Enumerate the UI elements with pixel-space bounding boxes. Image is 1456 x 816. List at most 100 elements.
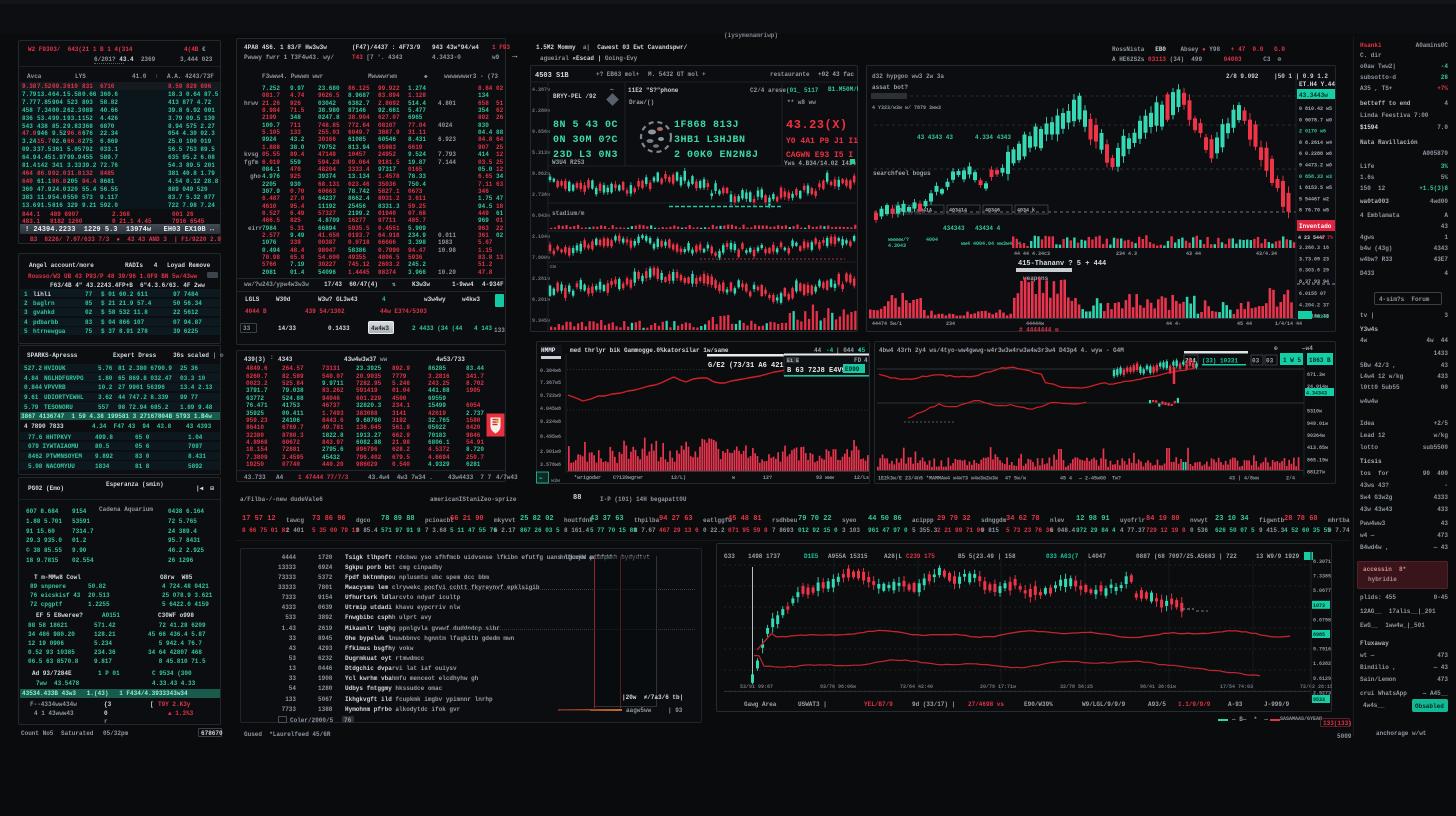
svg-text:43.23(X): 43.23(X): [786, 118, 848, 132]
svg-text:4041A: 4041A: [917, 208, 932, 214]
svg-text:8 76.70 w5: 8 76.70 w5: [1299, 208, 1329, 214]
svg-text:0.0798: 0.0798: [1313, 617, 1331, 623]
svg-text:5310w: 5310w: [1307, 409, 1322, 415]
svg-text:8.495w6: 8.495w6: [540, 434, 561, 440]
svg-text:1.6382: 1.6382: [1313, 661, 1331, 667]
svg-text:7.800w: 7.800w: [532, 255, 550, 261]
svg-text:8.3071: 8.3071: [1313, 559, 1331, 565]
svg-text:—w4: —w4: [1301, 345, 1313, 352]
svg-text:1/4/14 44: 1/4/14 44: [1275, 321, 1302, 327]
svg-text:3.578w6: 3.578w6: [540, 462, 561, 468]
svg-text:USWAT3 |: USWAT3 |: [798, 701, 827, 708]
svg-text:865.19w: 865.19w: [1307, 457, 1328, 463]
svg-text:C2/4 arese: C2/4 arese: [750, 87, 786, 94]
svg-text:9d (33/17) |: 9d (33/17) |: [912, 701, 955, 708]
svg-text:L4047: L4047: [1088, 553, 1106, 560]
svg-text:415-Thananv ? 5 + 444: 415-Thananv ? 5 + 444: [1018, 260, 1106, 268]
svg-text:*MAMMAw4 w4w?3 w4w3w2w3w: *MAMMAw4 w4w?3 w4w3w2w3w: [926, 476, 998, 482]
svg-text:— 2-45wG0: — 2-45wG0: [1078, 476, 1106, 482]
svg-text:4.387w: 4.387w: [532, 87, 550, 93]
svg-text:44: 44: [814, 347, 822, 354]
svg-text:0 858.33 w3: 0 858.33 w3: [1299, 174, 1332, 180]
svg-text:+? EB63 mol+: +? EB63 mol+: [596, 71, 640, 78]
svg-text:43 4343 43: 43 4343 43: [917, 134, 953, 141]
svg-text:53/91 99:87: 53/91 99:87: [740, 684, 773, 690]
svg-text:A28|L: A28|L: [884, 553, 902, 560]
svg-text:4w343: 4w343: [1314, 314, 1329, 320]
svg-text:5 54467 w2: 5 54467 w2: [1299, 196, 1329, 202]
svg-text:4 23 5447: 4 23 5447: [1298, 235, 1325, 241]
svg-text:2/4: 2/4: [1286, 476, 1295, 482]
svg-text:11E2 "S?"phone: 11E2 "S?"phone: [628, 87, 679, 94]
svg-text:cw: cw: [550, 264, 556, 270]
svg-text:8985: 8985: [1313, 632, 1325, 638]
svg-text:44444w: 44444w: [1026, 321, 1044, 327]
svg-text:CAGWN E93 I5 I 0: CAGWN E93 I5 I 0: [786, 151, 858, 160]
svg-text:|50 1 | 0.9 1.2: |50 1 | 0.9 1.2: [1274, 73, 1328, 80]
svg-text:FD: FD: [854, 357, 862, 364]
svg-text:stadium/m: stadium/m: [552, 210, 585, 217]
svg-text:9 4473.2 w0: 9 4473.2 w0: [1299, 163, 1332, 169]
svg-text:W3U4 R253: W3U4 R253: [552, 159, 585, 166]
svg-text:43 | 4/8ww: 43 | 4/8ww: [1229, 476, 1259, 482]
svg-text:1073: 1073: [1313, 603, 1325, 609]
svg-text:20/79 17:71w: 20/79 17:71w: [980, 684, 1016, 690]
svg-text:2.8.198 38: 2.8.198 38: [1299, 314, 1329, 320]
svg-text:2.9273: 2.9273: [1313, 690, 1331, 696]
svg-text:# 4444444 ⊜: # 4444444 ⊜: [1019, 327, 1059, 333]
svg-text:Tw?: Tw?: [1112, 476, 1121, 482]
svg-text:restaurante: restaurante: [770, 71, 810, 78]
svg-text:Yws 4.B34/14.02 I434: Yws 4.B34/14.02 I434: [784, 160, 856, 167]
svg-text:9.7916: 9.7916: [1313, 647, 1331, 653]
svg-text:(33) 10331: (33) 10331: [1202, 358, 1238, 365]
svg-text:E1 E: E1 E: [787, 358, 799, 364]
svg-text:C?139wgrwr: C?139wgrwr: [613, 475, 643, 481]
svg-text:9.224w8: 9.224w8: [540, 419, 561, 425]
svg-text:4.3043: 4.3043: [888, 243, 906, 249]
svg-text:9533: 9533: [1313, 697, 1325, 703]
svg-text:| 044 +: | 044 +: [836, 347, 862, 354]
svg-text:d32 hypgoo ww3 2w 3a: d32 hypgoo ww3 2w 3a: [872, 73, 944, 80]
svg-text:9.862w: 9.862w: [532, 171, 550, 177]
svg-text:4: 4: [864, 357, 868, 364]
svg-text:A-93: A-93: [1228, 701, 1243, 708]
svg-text:2 00K0 EN2N8J: 2 00K0 EN2N8J: [674, 150, 759, 161]
svg-text:1 8153.5 w5: 1 8153.5 w5: [1299, 185, 1332, 191]
svg-text:med thrlyr bik Gammogge.0%kato: med thrlyr bik Gammogge.0%katorsilar 1w/…: [570, 347, 729, 354]
svg-text:⌁: ⌁: [539, 475, 543, 482]
svg-text:32/78 56:25: 32/78 56:25: [1060, 684, 1093, 690]
svg-text:17/54 74:03: 17/54 74:03: [1220, 684, 1253, 690]
svg-text:4503 S1B: 4503 S1B: [535, 72, 569, 80]
svg-text:93 www: 93 www: [816, 475, 834, 481]
svg-text:72/62 26:15w: 72/62 26:15w: [1300, 684, 1332, 690]
svg-text:43/4.34: 43/4.34: [1256, 251, 1277, 257]
svg-text:2.104w: 2.104w: [532, 234, 550, 240]
svg-text:D1E5: D1E5: [804, 553, 819, 560]
svg-text:Draw/(): Draw/(): [629, 99, 654, 106]
svg-text:4.34343: 4.34343: [1306, 391, 1327, 397]
svg-text:3.73.09 23: 3.73.09 23: [1299, 256, 1329, 262]
svg-text:43 44: 43 44: [1186, 251, 1201, 257]
svg-text:98/41 36:61w: 98/41 36:61w: [1140, 684, 1176, 690]
svg-text:7.3385: 7.3385: [1313, 574, 1331, 580]
svg-text:8 8.2614 w4: 8 8.2614 w4: [1299, 140, 1332, 146]
svg-text:4004: 4004: [926, 237, 938, 243]
svg-text:-4: -4: [826, 347, 834, 354]
svg-text:8.37.93 94: 8.37.93 94: [1299, 279, 1329, 285]
svg-text:4034 k: 4034 k: [1017, 208, 1035, 214]
svg-text:A955A 15315: A955A 15315: [828, 553, 868, 560]
svg-text:ET.H4 Y.44: ET.H4 Y.44: [1299, 81, 1335, 88]
svg-text:1 7%: 1 7%: [1321, 235, 1333, 241]
svg-text:2.901w9: 2.901w9: [540, 449, 561, 455]
svg-text:0 810.42 w5: 0 810.42 w5: [1299, 106, 1332, 112]
svg-text:9.656w: 9.656w: [532, 129, 550, 135]
svg-text:ww4 4004.04 ww3w4 .4: ww4 4004.04 ww3w4 .4: [961, 241, 1021, 247]
svg-text:4.334 4343: 4.334 4343: [975, 134, 1011, 141]
svg-text:2 0170 w6: 2 0170 w6: [1299, 129, 1326, 135]
svg-text:6.0155 07: 6.0155 07: [1299, 291, 1326, 297]
svg-text:assat bot?: assat bot?: [872, 84, 908, 91]
svg-text:G/E2 (73/31 A6 42199.4: G/E2 (73/31 A6 42199.4: [708, 362, 800, 370]
svg-text:w: w: [732, 475, 735, 481]
svg-text:J-999/9: J-999/9: [1264, 701, 1290, 708]
svg-text:03: 03: [1266, 358, 1274, 365]
